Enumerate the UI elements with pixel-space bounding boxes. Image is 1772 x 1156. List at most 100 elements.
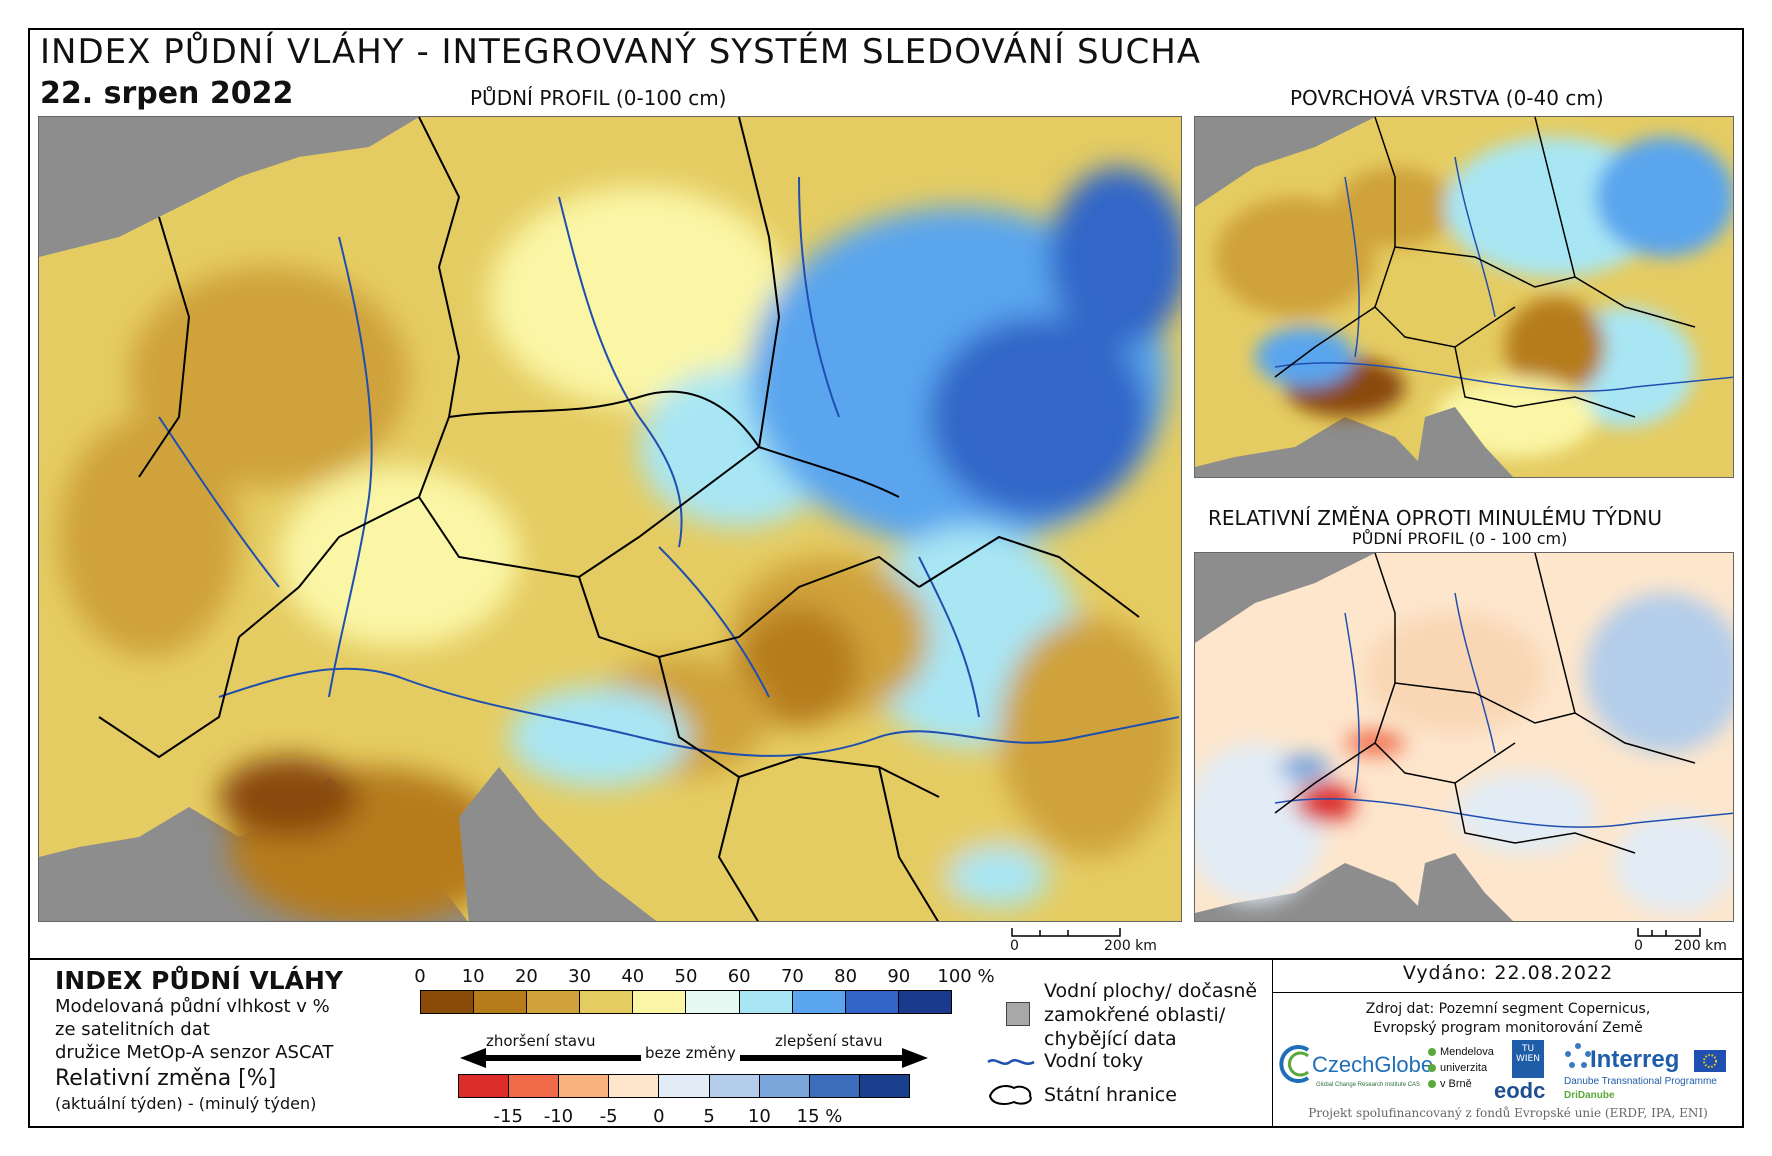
change-scalebar-end: 200 km — [1674, 938, 1727, 954]
moisture-swatch — [633, 991, 687, 1013]
moisture-tick-label: 20 — [514, 966, 538, 987]
dridanube-label: DriDanube — [1564, 1090, 1615, 1101]
main-scalebar-end: 200 km — [1104, 938, 1157, 954]
moisture-swatch — [686, 991, 740, 1013]
moisture-colorbar — [420, 990, 952, 1014]
moisture-tick-label: 60 — [727, 966, 751, 987]
change-swatch — [759, 1075, 810, 1097]
legend-title: INDEX PŮDNÍ VLÁHY — [55, 966, 343, 995]
czechglobe-logo-text: CzechGlobe — [1312, 1052, 1434, 1077]
change-tick-label: 5 — [703, 1106, 715, 1127]
surface-layer-map — [1194, 116, 1734, 478]
water-bodies-line-3: chybějící data — [1044, 1028, 1177, 1050]
moisture-tick-label: 100 % — [937, 966, 995, 987]
change-tick-label: 0 — [653, 1106, 665, 1127]
eu-flag-icon — [1694, 1050, 1726, 1072]
eodc-logo: eodc — [1494, 1078, 1546, 1103]
change-colorbar — [458, 1074, 910, 1098]
mendel-line-2: univerzita — [1440, 1062, 1488, 1074]
river-symbol — [987, 1059, 1035, 1065]
change-swatch — [859, 1075, 909, 1097]
surface-map-label: POVRCHOVÁ VRSTVA (0-40 cm) — [1290, 86, 1604, 110]
water-bodies-swatch — [1006, 1002, 1030, 1026]
interreg-logo-mark — [1565, 1043, 1591, 1068]
relative-change-map — [1194, 552, 1734, 922]
moisture-tick-label: 50 — [674, 966, 698, 987]
tuwien-logo-text: TU WIEN — [1516, 1044, 1540, 1064]
issued-date: Vydáno: 22.08.2022 — [1402, 962, 1614, 984]
moisture-tick-label: 10 — [461, 966, 485, 987]
moisture-swatch — [527, 991, 581, 1013]
soil-profile-map — [38, 116, 1182, 922]
soil-profile-map-graphic — [39, 117, 1181, 921]
moisture-swatch — [898, 991, 951, 1013]
change-swatch — [559, 1075, 610, 1097]
change-swatch — [459, 1075, 510, 1097]
mendel-logo-dots — [1428, 1048, 1436, 1088]
change-swatch — [659, 1075, 710, 1097]
change-map-label: RELATIVNÍ ZMĚNA OPROTI MINULÉMU TÝDNU — [1208, 506, 1663, 530]
change-swatch — [709, 1075, 760, 1097]
figure-frame — [28, 28, 1744, 1128]
legend-vertical-divider — [1272, 958, 1273, 1128]
main-scalebar-graphic — [1011, 928, 1121, 937]
main-map-label: PŮDNÍ PROFIL (0-100 cm) — [470, 86, 727, 110]
czechglobe-logo-subtitle: Global Change Research Institute CAS — [1316, 1082, 1421, 1088]
change-legend-title: Relativní změna [%] — [55, 1066, 277, 1091]
surface-layer-map-graphic — [1195, 117, 1733, 477]
change-tick-label: -5 — [599, 1106, 618, 1127]
mendel-logo-text: Mendelova univerzita v Brně — [1440, 1044, 1494, 1092]
legend-divider — [28, 958, 1744, 960]
change-map-sublabel: PŮDNÍ PROFIL (0 - 100 cm) — [1352, 529, 1568, 548]
funding-note: Projekt spolufinancovaný z fondů Evropsk… — [1308, 1106, 1708, 1120]
main-scalebar-zero: 0 — [1010, 938, 1019, 954]
moisture-swatch — [792, 991, 846, 1013]
eu-stars — [1703, 1054, 1717, 1068]
moisture-swatch — [580, 991, 634, 1013]
worsening-label: zhoršení stavu — [486, 1032, 596, 1050]
change-swatch — [609, 1075, 660, 1097]
source-line-1: Zdroj dat: Pozemní segment Copernicus, — [1365, 1001, 1651, 1017]
water-bodies-line-1: Vodní plochy/ dočasně — [1044, 980, 1258, 1002]
border-symbol — [988, 1085, 1032, 1105]
change-scalebar-graphic — [1637, 928, 1701, 937]
change-swatch — [509, 1075, 560, 1097]
rivers-label: Vodní toky — [1044, 1050, 1144, 1072]
relative-change-map-graphic — [1195, 553, 1733, 921]
data-source: Zdroj dat: Pozemní segment Copernicus, E… — [1272, 1000, 1744, 1038]
moisture-tick-label: 80 — [834, 966, 858, 987]
change-tick-label: 10 — [747, 1106, 771, 1127]
moisture-swatch — [739, 991, 793, 1013]
change-tick-label: 15 % — [796, 1106, 843, 1127]
moisture-tick-label: 90 — [887, 966, 911, 987]
no-change-label: beze změny — [641, 1044, 740, 1062]
report-date: 22. srpen 2022 — [40, 76, 294, 111]
mendel-line-1: Mendelova — [1440, 1046, 1494, 1058]
change-legend-formula: (aktuální týden) - (minulý týden) — [55, 1094, 317, 1113]
moisture-swatch — [845, 991, 899, 1013]
mendel-line-3: v Brně — [1440, 1078, 1472, 1090]
czechglobe-logo-mark — [1279, 1045, 1310, 1083]
moisture-tick-label: 40 — [621, 966, 645, 987]
page-title: INDEX PŮDNÍ VLÁHY - INTEGROVANÝ SYSTÉM S… — [40, 32, 1202, 72]
legend-line-2: ze satelitních dat — [55, 1019, 210, 1040]
tuwien-logo: TU WIEN — [1512, 1040, 1544, 1078]
legend-line-3: družice MetOp-A senzor ASCAT — [55, 1042, 334, 1063]
change-tick-label: -10 — [543, 1106, 574, 1127]
interreg-logo-text: Interreg — [1590, 1046, 1680, 1073]
water-bodies-line-2: zamokřené oblasti/ — [1044, 1004, 1226, 1026]
improving-label: zlepšení stavu — [775, 1032, 883, 1050]
change-tick-label: -15 — [493, 1106, 523, 1127]
change-scalebar-zero: 0 — [1634, 938, 1643, 954]
interreg-logo-subtitle: Danube Transnational Programme — [1564, 1076, 1717, 1087]
moisture-tick-label: 30 — [568, 966, 592, 987]
moisture-tick-label: 70 — [780, 966, 804, 987]
borders-label: Státní hranice — [1044, 1084, 1177, 1106]
moisture-swatch — [421, 991, 475, 1013]
source-line-2: Evropský program monitorování Země — [1373, 1020, 1643, 1036]
moisture-swatch — [474, 991, 528, 1013]
legend-line-1: Modelovaná půdní vlhkost v % — [55, 996, 330, 1017]
change-swatch — [809, 1075, 860, 1097]
moisture-tick-label: 0 — [414, 966, 426, 987]
issued-divider — [1272, 992, 1744, 993]
